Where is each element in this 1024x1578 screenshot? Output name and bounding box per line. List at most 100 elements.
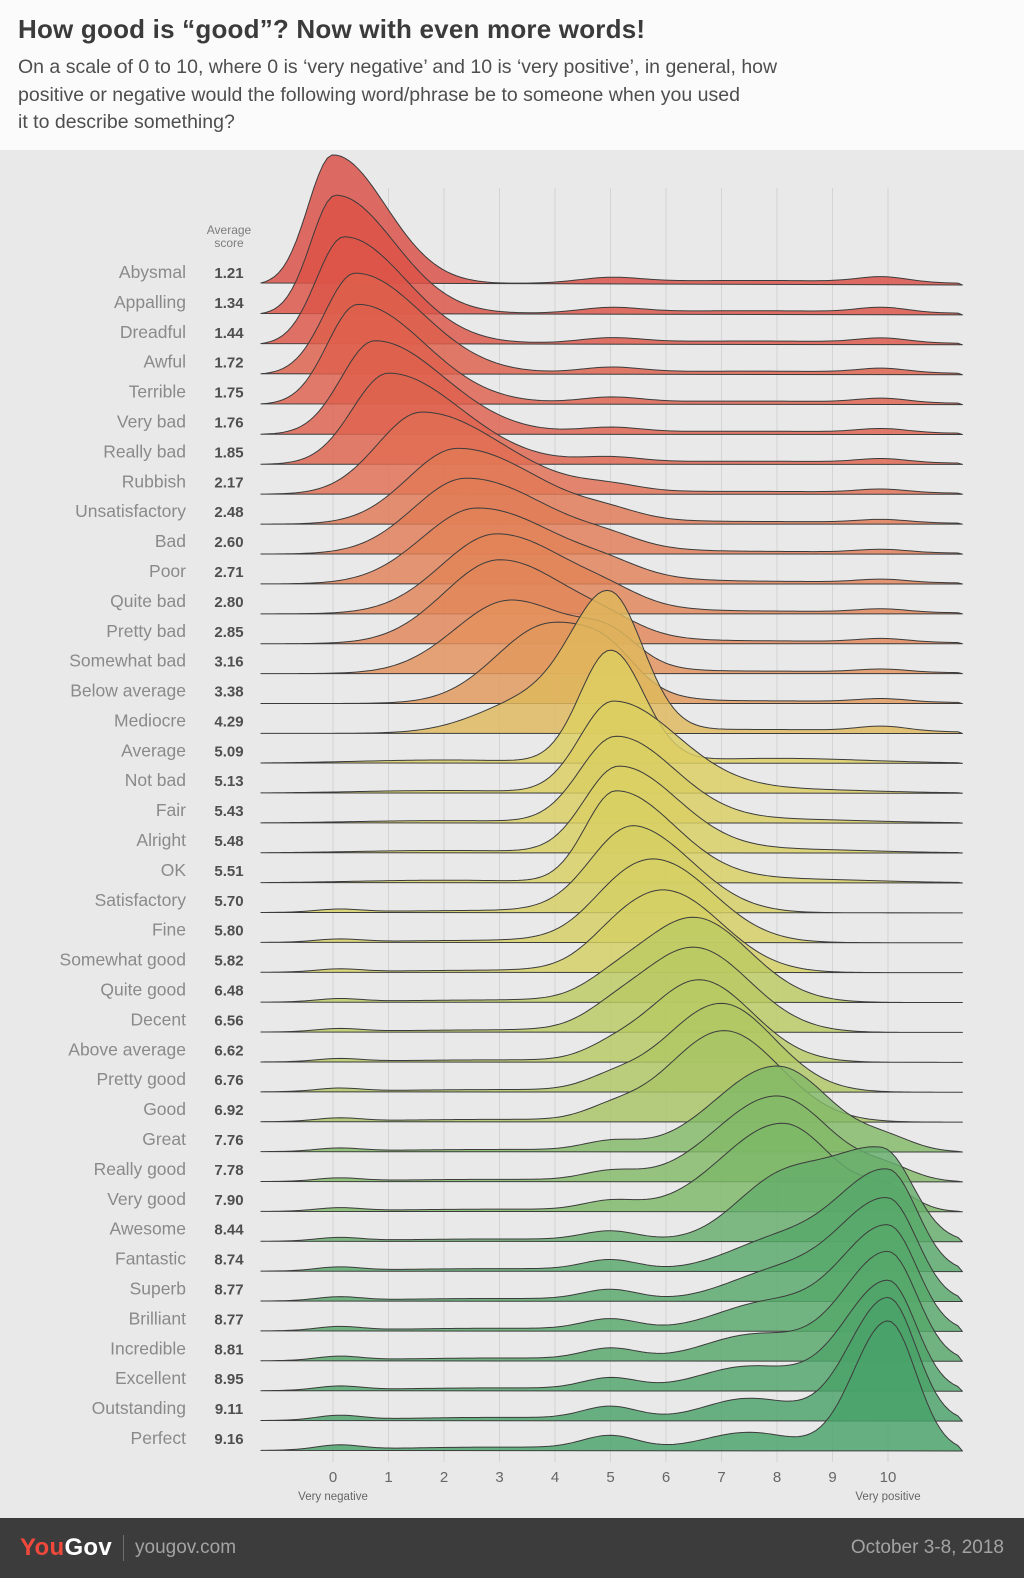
- word-label-bad: Bad: [155, 531, 186, 551]
- avg-score-above-average: 6.62: [214, 1042, 243, 1059]
- x-tick-label-4: 4: [551, 1469, 559, 1486]
- density-curve-fine: [260, 858, 963, 944]
- word-label-great: Great: [142, 1129, 186, 1149]
- subtitle-line-1: On a scale of 0 to 10, where 0 is ‘very …: [18, 56, 778, 78]
- word-label-good: Good: [143, 1099, 186, 1119]
- word-label-quite-good: Quite good: [100, 980, 186, 1000]
- avg-score-awful: 1.72: [214, 355, 243, 372]
- avg-score-pretty-bad: 2.85: [214, 624, 243, 641]
- avg-score-great: 7.76: [214, 1132, 243, 1149]
- avg-score-appalling: 1.34: [214, 295, 244, 312]
- word-label-really-good: Really good: [94, 1159, 186, 1179]
- word-label-alright: Alright: [136, 830, 186, 850]
- avg-score-rubbish: 2.17: [214, 474, 243, 491]
- avg-score-somewhat-good: 5.82: [214, 953, 243, 970]
- avg-score-awesome: 8.44: [214, 1222, 244, 1239]
- avg-score-poor: 2.71: [214, 564, 243, 581]
- avg-score-satisfactory: 5.70: [214, 893, 243, 910]
- avg-score-bad: 2.60: [214, 534, 243, 551]
- x-axis-min-label: Very negative: [298, 1491, 368, 1503]
- avg-score-ok: 5.51: [214, 863, 243, 880]
- avg-score-fine: 5.80: [214, 923, 243, 940]
- word-label-above-average: Above average: [68, 1039, 186, 1059]
- yougov-logo: YouGov: [20, 1534, 112, 1562]
- word-label-outstanding: Outstanding: [92, 1398, 186, 1418]
- word-label-mediocre: Mediocre: [114, 710, 186, 730]
- avg-score-good: 6.92: [214, 1102, 243, 1119]
- density-curve-superb: [260, 1197, 963, 1302]
- chart-title: How good is “good”? Now with even more w…: [18, 14, 646, 44]
- x-tick-label-3: 3: [495, 1469, 503, 1486]
- x-tick-label-10: 10: [880, 1469, 897, 1486]
- word-label-pretty-bad: Pretty bad: [106, 621, 186, 641]
- word-label-excellent: Excellent: [115, 1368, 186, 1388]
- word-label-somewhat-bad: Somewhat bad: [69, 651, 186, 671]
- avg-score-really-bad: 1.85: [214, 444, 243, 461]
- avg-score-very-good: 7.90: [214, 1192, 243, 1209]
- density-curve-fantastic: [260, 1168, 963, 1273]
- avg-score-somewhat-bad: 3.16: [214, 654, 243, 671]
- ridgeline-chart-area: Average score Abysmal 1.21 Appalling 1.34 Drea…: [0, 150, 1024, 1518]
- avg-score-excellent: 8.95: [214, 1371, 243, 1388]
- chart-subtitle: On a scale of 0 to 10, where 0 is ‘very …: [18, 54, 1006, 137]
- logo-you: You: [20, 1534, 65, 1561]
- word-label-below-average: Below average: [70, 681, 186, 701]
- density-curve-satisfactory: [260, 825, 963, 914]
- avg-score-very-bad: 1.76: [214, 414, 243, 431]
- word-label-superb: Superb: [130, 1278, 186, 1298]
- x-tick-label-5: 5: [606, 1469, 614, 1486]
- word-label-poor: Poor: [149, 561, 186, 581]
- word-label-ok: OK: [161, 860, 187, 880]
- density-curve-awful: [260, 272, 963, 376]
- avg-score-header: score: [214, 236, 244, 250]
- density-curve-perfect: [260, 1320, 963, 1452]
- word-label-dreadful: Dreadful: [120, 322, 186, 342]
- x-tick-label-8: 8: [773, 1469, 781, 1486]
- x-tick-label-9: 9: [828, 1469, 836, 1486]
- avg-score-brilliant: 8.77: [214, 1311, 243, 1328]
- footer-bar: YouGov yougov.com October 3-8, 2018: [0, 1518, 1024, 1578]
- footer-divider: [123, 1535, 125, 1561]
- x-tick-label-7: 7: [717, 1469, 725, 1486]
- x-tick-label-6: 6: [662, 1469, 670, 1486]
- word-label-fair: Fair: [156, 800, 186, 820]
- word-label-awful: Awful: [144, 352, 186, 372]
- word-label-average: Average: [121, 740, 186, 760]
- x-tick-label-2: 2: [440, 1469, 448, 1486]
- word-label-satisfactory: Satisfactory: [95, 890, 187, 910]
- avg-score-decent: 6.56: [214, 1012, 243, 1029]
- footer-date: October 3-8, 2018: [850, 1537, 1004, 1558]
- word-label-appalling: Appalling: [114, 292, 186, 312]
- density-curve-brilliant: [260, 1224, 963, 1332]
- x-axis-max-label: Very positive: [855, 1491, 920, 1503]
- word-label-quite-bad: Quite bad: [110, 591, 186, 611]
- avg-score-quite-bad: 2.80: [214, 594, 243, 611]
- word-label-not-bad: Not bad: [125, 770, 186, 790]
- avg-score-quite-good: 6.48: [214, 983, 243, 1000]
- word-label-rubbish: Rubbish: [122, 471, 186, 491]
- avg-score-header: Average: [207, 223, 252, 237]
- avg-score-really-good: 7.78: [214, 1162, 243, 1179]
- avg-score-abysmal: 1.21: [214, 265, 243, 282]
- word-label-brilliant: Brilliant: [129, 1308, 187, 1328]
- avg-score-perfect: 9.16: [214, 1431, 243, 1448]
- word-label-awesome: Awesome: [109, 1219, 186, 1239]
- avg-score-superb: 8.77: [214, 1281, 243, 1298]
- word-label-very-good: Very good: [107, 1189, 186, 1209]
- word-label-very-bad: Very bad: [117, 411, 186, 431]
- avg-score-unsatisfactory: 2.48: [214, 504, 243, 521]
- word-label-abysmal: Abysmal: [119, 262, 186, 282]
- density-curve-incredible: [260, 1250, 963, 1362]
- density-curve-somewhat-good: [260, 889, 963, 974]
- avg-score-outstanding: 9.11: [215, 1401, 243, 1418]
- avg-score-pretty-good: 6.76: [214, 1072, 243, 1089]
- chart-header: How good is “good”? Now with even more w…: [0, 0, 1024, 150]
- avg-score-incredible: 8.81: [214, 1341, 243, 1358]
- avg-score-fantastic: 8.74: [214, 1252, 244, 1269]
- density-curve-above-average: [260, 979, 963, 1063]
- avg-score-fair: 5.43: [214, 803, 243, 820]
- avg-score-dreadful: 1.44: [214, 325, 244, 342]
- word-label-terrible: Terrible: [129, 382, 186, 402]
- subtitle-line-2: positive or negative would the following…: [18, 83, 740, 106]
